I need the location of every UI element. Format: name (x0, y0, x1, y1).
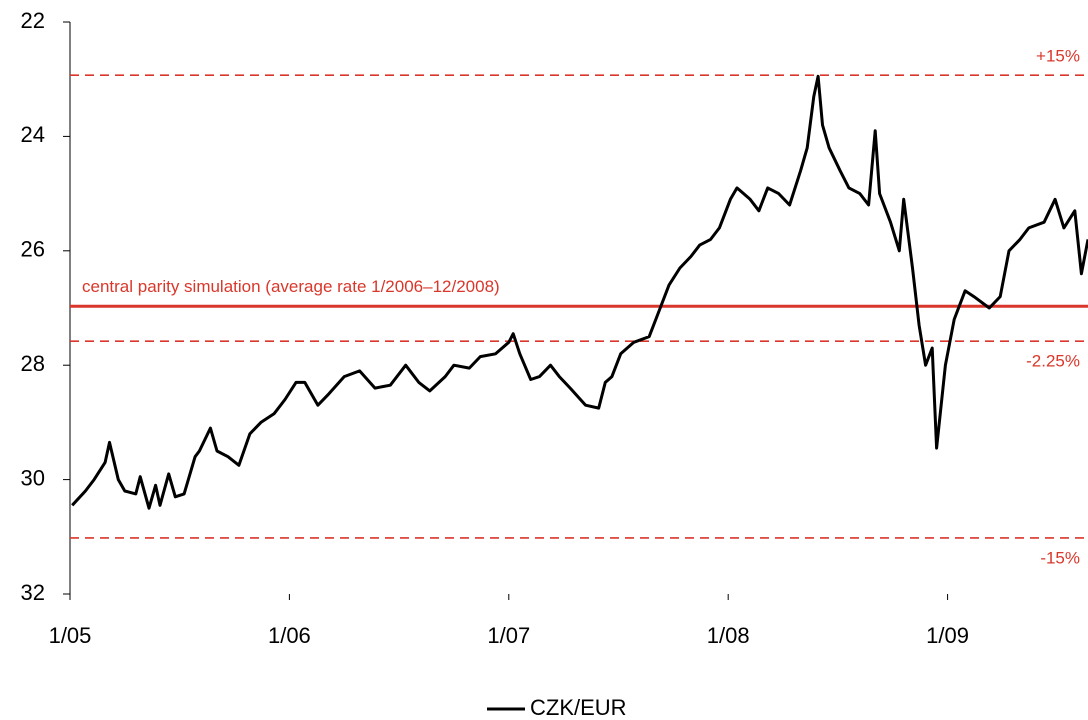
x-tick-label: 1/08 (707, 623, 750, 648)
y-tick-label: 28 (21, 351, 45, 376)
reference-label: -15% (1040, 548, 1080, 567)
x-tick-label: 1/07 (487, 623, 530, 648)
series-line (71, 74, 1088, 510)
x-tick-label: 1/06 (268, 623, 311, 648)
y-tick-label: 32 (21, 580, 45, 605)
x-tick-label: 1/05 (49, 623, 92, 648)
y-tick-label: 22 (21, 8, 45, 33)
reference-label: -2.25% (1026, 352, 1080, 371)
y-tick-label: 24 (21, 122, 45, 147)
x-tick-label: 1/09 (926, 623, 969, 648)
legend-label: CZK/EUR (530, 695, 627, 720)
reference-label: central parity simulation (average rate … (82, 277, 500, 296)
reference-label: +15% (1036, 47, 1080, 66)
y-tick-label: 30 (21, 465, 45, 490)
y-tick-label: 26 (21, 237, 45, 262)
